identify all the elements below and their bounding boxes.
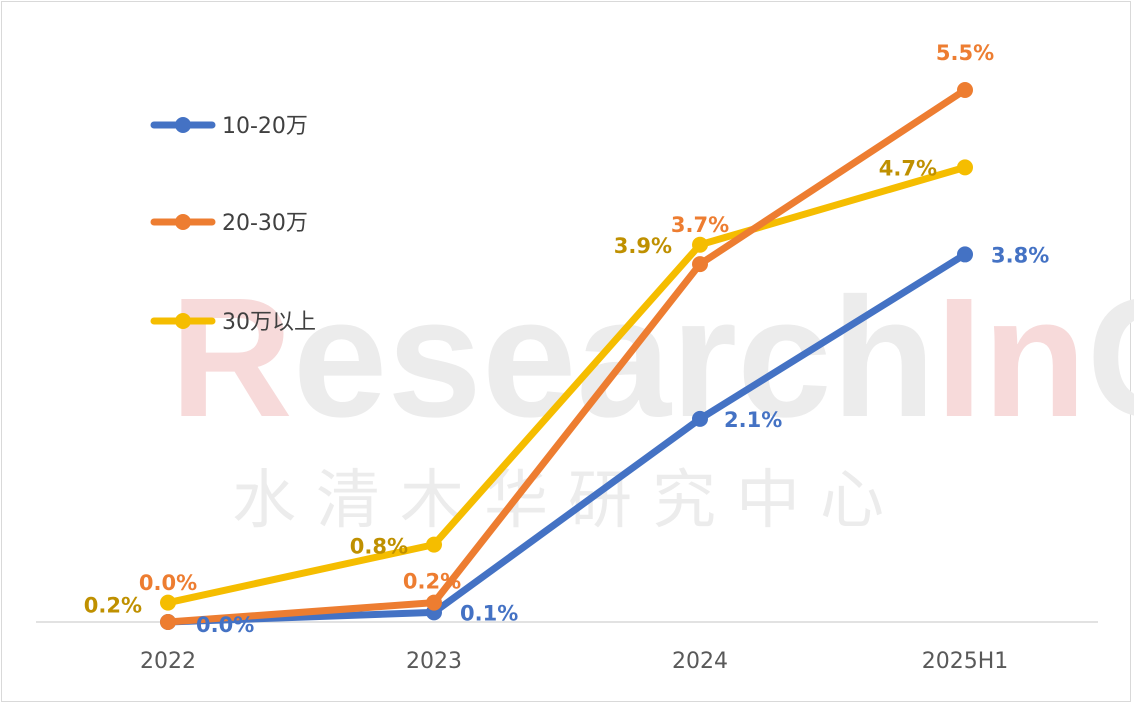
data-label: 5.5% [936,41,994,65]
data-label: 3.8% [991,243,1049,267]
data-label: 0.1% [460,601,518,625]
series-layer [160,82,973,630]
legend-item: 30万以上 [150,310,316,335]
data-point [692,410,708,427]
data-label: 0.2% [84,594,142,618]
data-point [692,236,708,253]
legend-label: 10-20万 [222,114,308,139]
data-label: 0.2% [403,570,461,594]
data-labels: 0.0% 0.1%2.1%3.8%0.0% 0.2%3.7%5.5%0.2%0.8%… [84,41,1050,637]
watermark-segment: In [936,263,1087,453]
data-label: 0.8% [350,535,408,559]
legend: 10-20万 20-30万 30万以上 [150,114,316,335]
x-tick-label: 2025H1 [922,649,1009,674]
watermark-letter-r: R [170,263,293,453]
data-point [426,594,442,611]
watermark-segment: China [1087,263,1134,453]
data-label: 4.7% [879,156,937,180]
data-point [957,246,973,263]
series-1 [160,82,973,630]
data-label: 2.1% [724,408,782,432]
data-point [957,159,973,176]
data-point [426,536,442,553]
legend-item: 20-30万 [150,211,308,236]
data-point [160,594,176,611]
series-line [164,163,969,607]
data-label: 3.9% [614,234,672,258]
x-tick-label: 2023 [406,649,462,674]
watermark-segment: esearch [293,263,936,453]
legend-label: 30万以上 [222,310,316,335]
data-point [957,82,973,98]
series-line [164,250,969,626]
watermark-english: ResearchInChina [170,263,1134,453]
watermark: ResearchInChina 水清木华研究中心 [170,263,1134,538]
legend-marker [175,214,191,230]
data-label: 3.7% [671,213,729,237]
x-tick-label: 2024 [672,649,728,674]
x-tick-label: 2022 [140,649,196,674]
data-label: 0.0% [139,571,197,595]
watermark-chinese: 水清木华研究中心 [232,464,904,538]
series-line [164,86,969,626]
series-2 [160,159,973,611]
x-axis-ticks: 2022 2023 2024 2025H1 [140,649,1008,674]
data-label: 0.0% [196,613,254,637]
legend-label: 20-30万 [222,211,308,236]
legend-marker [175,313,191,329]
data-point [160,614,176,630]
legend-item: 10-20万 [150,114,308,139]
legend-marker [175,117,191,133]
data-point [692,256,708,273]
